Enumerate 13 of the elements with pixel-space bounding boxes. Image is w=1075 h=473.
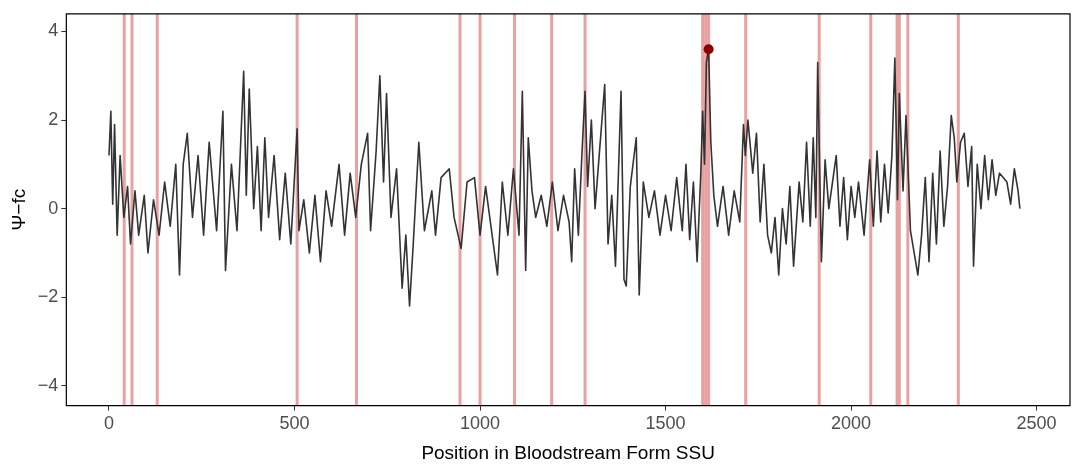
y-tick-label: 0 bbox=[48, 197, 59, 218]
x-axis-title: Position in Bloodstream Form SSU bbox=[421, 441, 715, 463]
y-tick-label: −4 bbox=[37, 374, 59, 395]
y-axis-title: Ψ−fc bbox=[7, 188, 29, 231]
y-tick-label: 2 bbox=[48, 109, 59, 130]
x-tick-label: 2500 bbox=[1016, 413, 1057, 434]
x-tick-label: 0 bbox=[103, 413, 114, 434]
x-tick-label: 2000 bbox=[831, 413, 872, 434]
x-tick-label: 1000 bbox=[460, 413, 501, 434]
x-tick-label: 1500 bbox=[645, 413, 686, 434]
y-tick-label: −2 bbox=[37, 286, 59, 307]
y-tick-label: 4 bbox=[48, 20, 59, 41]
x-tick-label: 500 bbox=[279, 413, 310, 434]
